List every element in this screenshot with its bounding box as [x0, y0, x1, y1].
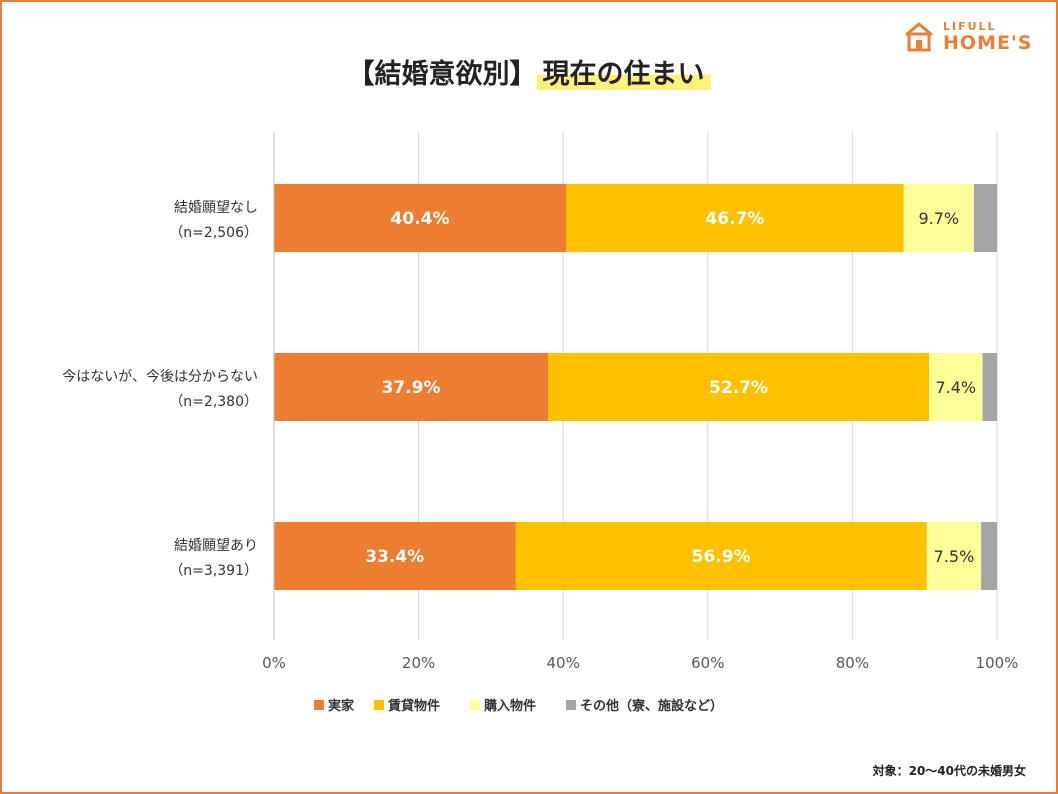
bar-segment	[973, 184, 997, 252]
legend-swatch	[374, 700, 384, 710]
x-tick-label: 20%	[402, 654, 435, 672]
category-label: 結婚願望なし	[174, 200, 258, 216]
logo-text-top: LIFULL	[943, 20, 997, 33]
footnote: 対象：20～40代の未婚男女	[872, 764, 1026, 778]
bar-segment	[981, 522, 997, 590]
data-label: 40.4%	[391, 209, 450, 229]
data-label: 46.7%	[705, 209, 764, 229]
bar-segment	[566, 184, 904, 252]
category-n-label: （n=2,506）	[169, 225, 258, 241]
x-tick-label: 100%	[976, 654, 1019, 672]
bar-segment	[274, 353, 549, 421]
x-tick-label: 60%	[691, 654, 724, 672]
x-tick-label: 0%	[262, 654, 286, 672]
chart-title: 【結婚意欲別】 現在の住まい	[0, 52, 1058, 91]
data-label: 52.7%	[709, 378, 768, 398]
bar-segment	[929, 353, 983, 421]
bar-segment	[274, 184, 567, 252]
data-label: 56.9%	[692, 547, 751, 567]
title-highlight: 現在の住まい	[536, 59, 711, 90]
category-label: 今はないが、今後は分からない	[62, 369, 258, 385]
data-label: 7.4%	[935, 378, 976, 397]
logo-text-bottom: HOME'S	[943, 32, 1033, 54]
legend-swatch	[566, 700, 576, 710]
bar-segment	[926, 522, 982, 590]
bar-segment	[515, 522, 927, 590]
data-label: 9.7%	[918, 209, 959, 228]
category-n-label: （n=2,380）	[169, 394, 258, 410]
legend-swatch	[470, 700, 480, 710]
x-tick-label: 40%	[547, 654, 580, 672]
legend-label: その他（寮、施設など）	[580, 698, 723, 714]
bar-segment	[982, 353, 997, 421]
data-label: 37.9%	[382, 378, 441, 398]
x-tick-label: 80%	[836, 654, 869, 672]
legend-label: 賃貸物件	[387, 698, 440, 714]
category-n-label: （n=3,391）	[169, 563, 258, 579]
title-prefix: 【結婚意欲別】	[347, 59, 537, 90]
legend-swatch	[314, 700, 324, 710]
bar-segment	[548, 353, 930, 421]
house-icon	[905, 22, 933, 52]
legend-label: 実家	[328, 698, 355, 714]
category-label: 結婚願望あり	[174, 538, 258, 554]
brand-logo: LIFULL HOME'S	[903, 18, 1043, 58]
data-label: 33.4%	[365, 547, 424, 567]
data-label: 7.5%	[934, 547, 975, 566]
legend-label: 購入物件	[483, 698, 536, 714]
bar-segment	[903, 184, 974, 252]
bar-segment	[274, 522, 516, 590]
